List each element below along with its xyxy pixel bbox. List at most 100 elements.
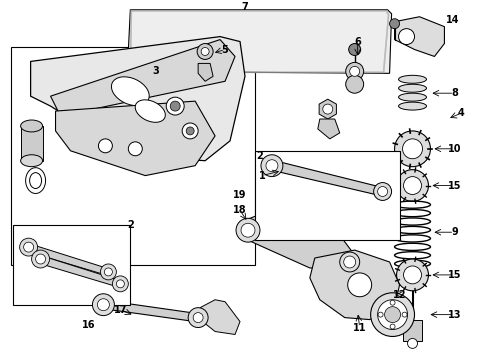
Circle shape	[398, 29, 415, 45]
Circle shape	[236, 218, 260, 242]
Circle shape	[349, 44, 361, 55]
Bar	[255, 151, 399, 240]
Circle shape	[166, 97, 184, 115]
Polygon shape	[23, 244, 112, 275]
Circle shape	[408, 338, 417, 348]
Text: 19: 19	[233, 190, 247, 201]
Circle shape	[128, 142, 142, 156]
Ellipse shape	[135, 100, 165, 122]
Ellipse shape	[398, 75, 426, 83]
Text: 8: 8	[451, 88, 458, 98]
Polygon shape	[55, 101, 215, 176]
Polygon shape	[30, 37, 245, 161]
Ellipse shape	[398, 84, 426, 92]
Bar	[11, 46, 255, 265]
Circle shape	[396, 259, 428, 291]
Circle shape	[32, 250, 49, 268]
Text: 15: 15	[448, 270, 461, 280]
Text: 1: 1	[259, 171, 265, 181]
Circle shape	[98, 139, 112, 153]
Text: 5: 5	[221, 45, 228, 54]
Text: 18: 18	[233, 205, 247, 215]
Circle shape	[378, 186, 388, 197]
Polygon shape	[127, 10, 392, 73]
Text: 2: 2	[257, 151, 263, 161]
Circle shape	[385, 307, 400, 323]
Bar	[403, 320, 422, 341]
Text: 12: 12	[393, 290, 406, 300]
Circle shape	[266, 160, 278, 172]
Circle shape	[24, 242, 34, 252]
Circle shape	[340, 252, 360, 272]
Circle shape	[36, 254, 46, 264]
Polygon shape	[310, 250, 399, 320]
Circle shape	[323, 104, 333, 114]
Circle shape	[346, 62, 364, 80]
Circle shape	[348, 273, 371, 297]
Circle shape	[404, 266, 421, 284]
Circle shape	[188, 308, 208, 328]
Circle shape	[378, 300, 408, 329]
Ellipse shape	[25, 168, 46, 193]
Text: 11: 11	[353, 323, 367, 333]
Text: 3: 3	[152, 66, 159, 76]
Ellipse shape	[29, 173, 42, 189]
Text: 15: 15	[448, 180, 461, 190]
Polygon shape	[50, 40, 235, 116]
Circle shape	[370, 293, 415, 337]
Circle shape	[104, 268, 112, 276]
Text: 2: 2	[127, 220, 134, 230]
Circle shape	[201, 48, 209, 55]
Text: 6: 6	[354, 37, 361, 46]
Polygon shape	[35, 256, 124, 287]
Circle shape	[186, 127, 194, 135]
Polygon shape	[200, 300, 240, 334]
Circle shape	[378, 312, 383, 317]
Circle shape	[182, 123, 198, 139]
Polygon shape	[318, 119, 340, 139]
Ellipse shape	[21, 120, 43, 132]
Ellipse shape	[398, 93, 426, 101]
Text: 9: 9	[451, 227, 458, 237]
Text: 13: 13	[448, 310, 461, 320]
Circle shape	[350, 66, 360, 76]
Circle shape	[403, 139, 422, 159]
Text: 7: 7	[242, 2, 248, 12]
Text: 4: 4	[458, 108, 465, 118]
Bar	[13, 225, 130, 305]
Text: 16: 16	[82, 320, 95, 329]
Circle shape	[93, 294, 114, 316]
Circle shape	[241, 223, 255, 237]
Polygon shape	[198, 63, 213, 81]
Circle shape	[402, 312, 407, 317]
Circle shape	[116, 280, 124, 288]
Polygon shape	[96, 300, 205, 321]
Bar	[21, 126, 43, 161]
Ellipse shape	[21, 155, 43, 167]
Circle shape	[343, 256, 356, 268]
Circle shape	[112, 276, 128, 292]
Polygon shape	[265, 161, 387, 195]
Circle shape	[404, 177, 421, 194]
Circle shape	[193, 312, 203, 323]
Polygon shape	[394, 17, 444, 57]
Circle shape	[390, 324, 395, 329]
Circle shape	[394, 131, 431, 167]
Ellipse shape	[111, 77, 149, 105]
Circle shape	[170, 101, 180, 111]
Circle shape	[197, 44, 213, 59]
Circle shape	[20, 238, 38, 256]
Circle shape	[390, 300, 395, 305]
Ellipse shape	[398, 102, 426, 110]
Circle shape	[261, 155, 283, 177]
Circle shape	[390, 19, 399, 29]
Polygon shape	[319, 99, 337, 119]
Text: 17: 17	[114, 305, 127, 315]
Circle shape	[396, 170, 428, 202]
Text: 14: 14	[446, 15, 459, 25]
Circle shape	[374, 183, 392, 201]
Circle shape	[100, 264, 116, 280]
Text: 10: 10	[448, 144, 461, 154]
Polygon shape	[240, 212, 355, 270]
Circle shape	[346, 75, 364, 93]
